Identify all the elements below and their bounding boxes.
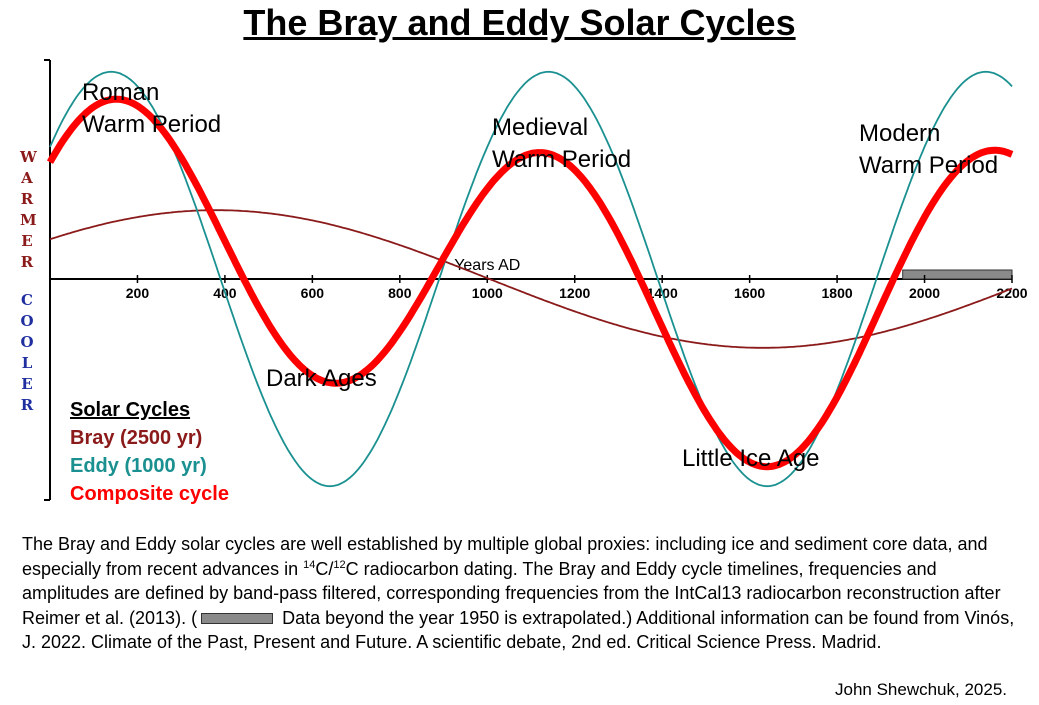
x-tick-label-2200: 2200 (996, 285, 1027, 301)
annotation-medieval: Medieval Warm Period (492, 114, 631, 173)
chart-lines (46, 70, 1014, 488)
cooler-letter: O (20, 312, 34, 330)
cooler-letter: O (20, 333, 34, 351)
caption-text-1: The Bray and Eddy solar cycles are well … (22, 534, 988, 579)
warmer-letter: M (20, 211, 37, 229)
legend: Solar Cycles Bray (2500 yr) Eddy (1000 y… (70, 396, 229, 508)
caption-sup-12: 12 (333, 558, 346, 571)
warmer-letter: W (20, 148, 37, 166)
page-title: The Bray and Eddy Solar Cycles (243, 2, 796, 43)
annotation-modern-line: Warm Period (859, 152, 998, 179)
caption-text-4: Data beyond the year 1950 is extrapolate… (22, 607, 1015, 653)
eddy-line (49, 70, 1013, 488)
x-tick-label-200: 200 (126, 285, 150, 301)
chart-annotations: Roman Warm Period Dark Ages Medieval Warm Pe… (82, 79, 998, 472)
legend-title: Solar Cycles (70, 399, 191, 421)
legend-item-composite: Composite cycle (70, 483, 229, 505)
composite-line (46, 95, 1014, 471)
caption-sup-14: 14 (303, 558, 316, 571)
cooler-letter: C (21, 291, 33, 309)
legend-item-eddy: Eddy (1000 yr) (70, 455, 207, 477)
annotation-roman: Roman Warm Period (82, 79, 221, 138)
x-tick-label-2000: 2000 (909, 285, 940, 301)
caption-text-3: C radiocarbon dating. The Bray and Eddy … (22, 558, 1001, 628)
extrapolation-bar-icon (201, 613, 274, 625)
annotation-roman-line: Warm Period (82, 111, 221, 138)
annotation-medieval-line: Medieval (492, 114, 588, 141)
annotation-medieval-line: Warm Period (492, 146, 631, 173)
cooler-letter: E (21, 375, 33, 393)
warmer-letter: R (20, 190, 34, 208)
credit: John Shewchuk, 2025. (834, 680, 1007, 699)
x-tick-label-1200: 1200 (559, 285, 590, 301)
chart-axes (44, 59, 1013, 501)
warmer-letter: R (20, 253, 34, 271)
warmer-letter: E (21, 232, 33, 250)
annotation-modern-line: Modern (859, 120, 940, 147)
annotation-little-ice-age-line: Little Ice Age (682, 445, 819, 472)
x-tick-label-600: 600 (301, 285, 325, 301)
x-tick-label-1800: 1800 (822, 285, 853, 301)
caption: The Bray and Eddy solar cycles are well … (22, 532, 1022, 655)
annotation-roman-line: Roman (82, 79, 159, 106)
annotation-dark-ages-line: Dark Ages (266, 365, 377, 392)
x-tick-label-800: 800 (388, 285, 412, 301)
cooler-letter: R (20, 396, 34, 414)
x-tick-label-1600: 1600 (734, 285, 765, 301)
annotation-dark-ages: Dark Ages (266, 365, 377, 392)
caption-text-2: C/ (315, 558, 334, 579)
legend-item-bray: Bray (2500 yr) (70, 427, 203, 449)
x-tick-label-1000: 1000 (472, 285, 503, 301)
x-axis-label: Years AD (454, 257, 520, 274)
annotation-modern: Modern Warm Period (859, 120, 998, 179)
warmer-letter: A (21, 169, 33, 187)
cooler-letter: L (21, 354, 33, 372)
annotation-little-ice-age: Little Ice Age (682, 445, 819, 472)
extrapolated-bar (902, 269, 1013, 280)
